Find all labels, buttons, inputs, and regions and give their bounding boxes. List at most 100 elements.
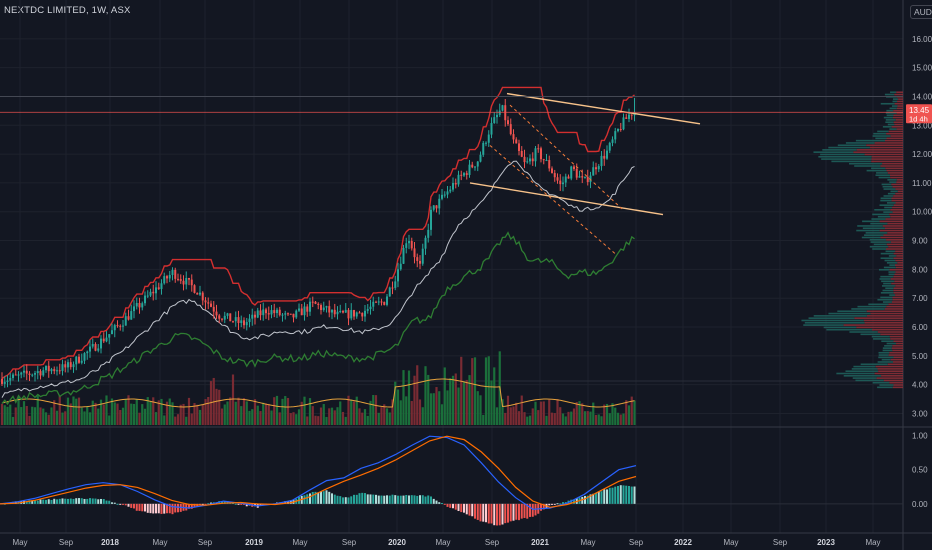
profile-bar (895, 264, 903, 266)
volume-bar (570, 411, 573, 425)
profile-bar (866, 315, 903, 317)
volume-bar (438, 391, 441, 425)
macd-histogram-bar (441, 503, 443, 505)
candle-body (223, 315, 226, 320)
candle-body (526, 161, 529, 163)
price-tick-label: 16.00 (912, 35, 932, 44)
profile-bar (868, 303, 889, 306)
macd-histogram-bar (553, 503, 556, 505)
candle-body (603, 155, 606, 159)
profile-bar (845, 142, 875, 144)
volume-bar (80, 407, 83, 425)
volume-bar (440, 404, 444, 425)
profile-bar (891, 105, 898, 107)
macd-histogram-bar (592, 493, 595, 504)
volume-bar (72, 396, 75, 425)
volume-bar (575, 402, 578, 425)
profile-bar (884, 227, 903, 230)
volume-bar (380, 407, 383, 425)
profile-bar (886, 132, 903, 135)
profile-bar (886, 342, 897, 345)
candle-body (25, 370, 28, 374)
volume-bar (11, 416, 15, 425)
profile-bar (886, 109, 894, 112)
candle-body (226, 313, 229, 316)
candle-body (628, 114, 630, 119)
macd-histogram-bar (237, 503, 240, 505)
volume-bar (421, 407, 424, 425)
volume-bar (451, 375, 455, 425)
volume-bar (275, 395, 279, 425)
candle-body (377, 301, 380, 303)
candle-body (72, 364, 75, 368)
volume-bar (339, 401, 342, 425)
candle-body (493, 117, 496, 124)
profile-bar (887, 222, 903, 225)
profile-bar (866, 144, 903, 147)
profile-bar (895, 188, 903, 190)
candle-body (339, 311, 342, 313)
profile-bar (878, 268, 890, 271)
profile-bar (891, 126, 903, 128)
volume-bar (124, 399, 127, 425)
candle-body (441, 194, 443, 199)
volume-bar (245, 401, 248, 425)
candle-body (504, 105, 507, 121)
volume-bar (597, 414, 600, 425)
candle-body (534, 148, 537, 162)
profile-bar (889, 268, 903, 271)
volume-bar (325, 416, 328, 425)
candle-body (306, 306, 309, 312)
volume-bar (256, 405, 259, 425)
profile-bar (893, 252, 903, 255)
macd-histogram-bar (628, 485, 630, 504)
candle-body (353, 310, 355, 317)
macd-tick-label: 0.50 (912, 466, 928, 475)
volume-bar (594, 414, 598, 425)
profile-bar (893, 204, 903, 206)
macd-histogram-bar (438, 502, 441, 504)
time-tick-label: Sep (629, 538, 644, 547)
volume-bar (31, 406, 34, 425)
candle-body (61, 364, 64, 371)
profile-bar (860, 333, 881, 336)
profile-bar (892, 296, 903, 299)
candle-body (289, 313, 292, 315)
candle-body (229, 313, 232, 322)
currency-badge[interactable]: AUD (910, 5, 932, 19)
candle-body (278, 309, 281, 316)
volume-bar (465, 379, 468, 425)
time-tick-label: May (152, 538, 167, 547)
macd-histogram-bar (485, 503, 487, 523)
candle-body (331, 309, 333, 313)
macd-histogram-bar (531, 503, 534, 517)
profile-bar (879, 220, 903, 223)
macd-histogram-bar (152, 503, 155, 514)
candle-body (342, 311, 344, 313)
time-tick-label: May (580, 538, 595, 547)
time-tick-label: Sep (59, 538, 74, 547)
profile-bar (881, 375, 903, 377)
volume-bar (515, 402, 518, 425)
volume-bar (622, 413, 625, 425)
macd-histogram-bar (498, 503, 501, 526)
candle-body (6, 380, 9, 382)
profile-bar (866, 310, 903, 313)
profile-bar (818, 155, 872, 158)
macd-histogram-bar (507, 503, 509, 523)
candle-body (520, 150, 523, 157)
candle-body (553, 173, 556, 178)
macd-histogram-bar (399, 495, 402, 504)
candle-body (20, 372, 23, 375)
profile-bar (888, 245, 903, 248)
candle-body (196, 292, 199, 295)
macd-histogram-bar (446, 503, 449, 507)
candle-body (47, 365, 50, 372)
macd-histogram-bar (540, 503, 542, 511)
candle-body (284, 313, 287, 315)
profile-bar (872, 213, 890, 216)
candle-body (155, 287, 157, 294)
macd-histogram-bar (221, 501, 223, 504)
candle-body (31, 374, 34, 376)
